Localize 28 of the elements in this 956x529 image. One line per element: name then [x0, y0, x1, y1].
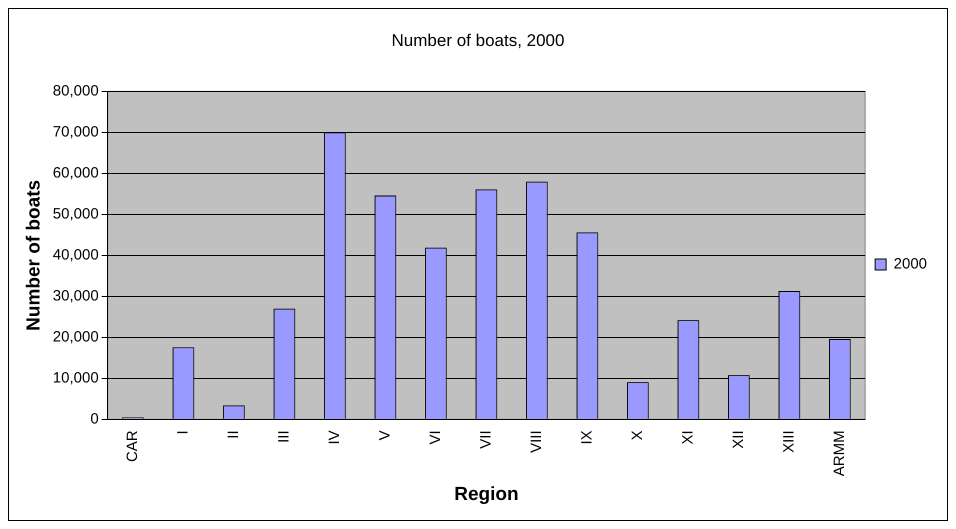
y-tick-label: 60,000: [52, 164, 99, 182]
x-tick-label: IV: [326, 430, 344, 445]
y-tick-label: 70,000: [52, 124, 99, 141]
y-tick-label: 30,000: [52, 288, 99, 305]
x-tick-label: II: [225, 430, 242, 439]
x-tick-label: I: [174, 430, 192, 435]
y-tick-label: 10,000: [52, 370, 99, 387]
x-tick-label: XI: [680, 430, 697, 445]
x-tick-label: IX: [578, 430, 596, 445]
x-tick-label: VII: [478, 430, 495, 449]
y-tick-label: 80,000: [52, 82, 99, 100]
y-tick-label: 20,000: [52, 328, 99, 346]
x-tick-label: X: [629, 430, 646, 440]
legend-label: 2000: [894, 256, 928, 273]
x-tick-label: V: [376, 430, 394, 440]
x-tick-label: VI: [427, 430, 444, 445]
y-tick-label: 50,000: [52, 206, 99, 223]
x-tick-label: VIII: [528, 430, 546, 453]
y-tick-label: 0: [90, 410, 99, 428]
x-tick-label: CAR: [124, 430, 142, 462]
y-tick-label: 40,000: [52, 246, 99, 264]
x-tick-label: XIII: [780, 430, 798, 453]
chart-title: Number of boats, 2000: [392, 30, 564, 50]
x-tick-label: ARMM: [831, 430, 848, 476]
x-tick-label: XII: [730, 430, 748, 449]
x-axis-title: Region: [454, 484, 519, 505]
y-axis-title: Number of boats: [24, 180, 45, 331]
x-tick-label: III: [276, 430, 293, 443]
